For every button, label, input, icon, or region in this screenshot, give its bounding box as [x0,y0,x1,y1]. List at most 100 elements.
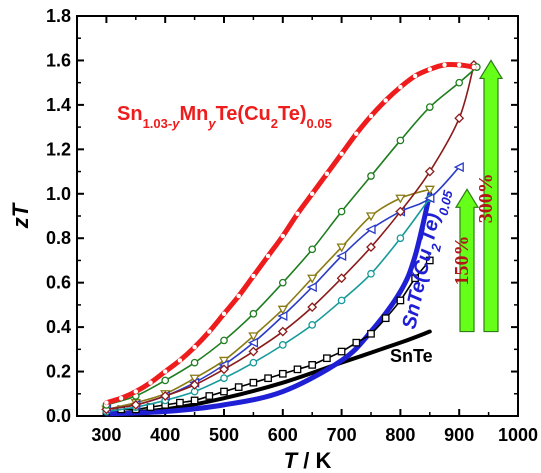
main-formula-label-part: Sn [117,103,143,125]
data-point [307,274,318,284]
data-point [336,273,347,284]
data-point [354,131,359,137]
x-tick-label: 900 [444,425,474,445]
data-point [352,338,361,347]
data-point [337,207,346,216]
x-tick-label: 400 [150,425,180,445]
data-point [367,329,375,338]
y-tick-label: 1.0 [46,184,71,204]
data-point [247,337,259,348]
data-point [207,329,212,334]
data-point [236,293,241,299]
data-point [221,311,227,317]
x-axis-title: T / K [284,448,332,473]
x-axis-unit: / K [297,448,331,473]
series-cu_thick [103,191,433,417]
data-point [277,310,288,322]
y-tick-label: 1.8 [46,6,71,26]
cu-formula-label-part: 2 [427,242,444,254]
axes-layer [76,15,519,417]
data-point [280,233,286,239]
y-tick-label: 1.6 [46,50,71,70]
data-point [220,336,228,345]
data-point [453,162,464,173]
y-tick-label: 0.8 [46,228,71,248]
y-axis-title: zT [8,202,33,229]
data-point [383,98,388,103]
data-point [176,398,184,407]
data-point [454,113,465,124]
y-tick-label: 0.0 [46,406,71,426]
data-point [249,358,258,367]
data-point [424,193,435,204]
data-point [337,347,346,356]
main-formula-label-part: 2 [271,116,278,131]
data-point [396,296,405,305]
main-formula-label-part: Mn [179,103,208,125]
x-tick-label: 600 [268,425,298,445]
data-point [118,395,124,401]
data-point [277,305,288,315]
x-tick-label: 700 [327,425,357,445]
data-point [148,380,153,385]
data-point [427,67,433,72]
data-point [219,364,229,375]
series-layer [100,59,481,417]
snte-label: SnTe [390,346,433,366]
series-snte_thick [104,329,432,416]
data-point [365,224,376,235]
x-tick-label: 1000 [498,425,538,445]
data-point [190,358,199,367]
data-point [133,389,139,394]
data-point [189,379,200,390]
data-point [220,374,228,383]
data-point [366,242,376,253]
arrow-300-label: 300% [475,173,497,223]
data-point [160,391,171,401]
data-point [278,341,287,349]
data-point [251,273,256,279]
data-point [339,151,344,157]
data-point [189,374,200,384]
data-point [471,64,477,70]
data-point [264,374,272,383]
data-point [398,84,403,90]
data-point [396,234,405,243]
data-point [424,185,435,195]
data-point [395,206,406,217]
data-point [395,194,406,204]
data-point [278,278,287,287]
y-tick-label: 0.6 [46,273,71,293]
series-maroon [101,59,479,415]
data-point [249,309,258,318]
series-line-cu_thick [103,191,433,417]
x-axis-variable: T [284,448,299,473]
data-point [323,354,331,363]
data-point [442,62,447,68]
data-point [425,256,434,265]
data-point [278,369,287,378]
data-point [218,356,230,366]
label-layer: 300 400 500 600 700 800 900 1000 0.0 0.2 0.4 0.6 0.8… [8,6,538,473]
data-point [455,78,464,87]
data-point [456,62,462,68]
y-tick-label: 0.4 [46,317,71,337]
arrow-150-label: 150% [451,235,473,285]
main-formula-label-part: Te) [278,103,307,125]
data-point [177,358,183,363]
data-point [368,113,374,119]
series-red [103,61,477,406]
series-black [102,256,434,416]
arrow-300-icon [478,59,504,333]
x-tick-label: 300 [91,425,121,445]
data-point [293,365,302,374]
main-formula-label: Sn1.03-yMnyTe(Cu2Te)0.05 [117,103,332,131]
y-tick-label: 0.2 [46,362,71,382]
data-point [425,103,434,111]
y-tick-label: 1.2 [46,139,71,159]
data-point [412,73,418,79]
data-point [306,282,317,293]
data-point [265,253,271,259]
data-point [336,250,347,262]
x-tick-label: 500 [209,425,239,445]
